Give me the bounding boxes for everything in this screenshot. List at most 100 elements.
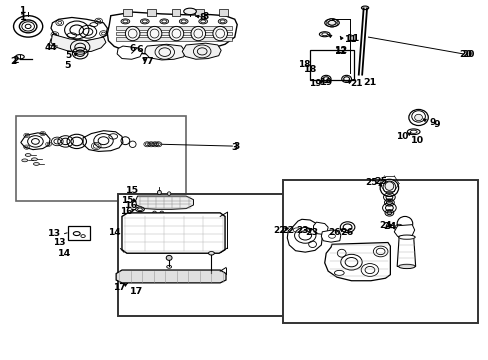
Text: 8: 8 xyxy=(200,13,206,22)
Ellipse shape xyxy=(183,8,196,15)
Polygon shape xyxy=(117,46,142,59)
Text: 6: 6 xyxy=(129,44,136,53)
Polygon shape xyxy=(135,196,193,209)
Bar xyxy=(219,9,227,16)
Ellipse shape xyxy=(398,264,414,269)
Ellipse shape xyxy=(220,20,224,23)
Text: 25: 25 xyxy=(365,178,377,187)
Text: 16: 16 xyxy=(125,201,138,210)
Bar xyxy=(68,226,90,240)
Ellipse shape xyxy=(384,182,393,190)
Text: 25: 25 xyxy=(373,177,386,186)
Bar xyxy=(195,9,203,16)
Ellipse shape xyxy=(167,192,170,195)
Text: 7: 7 xyxy=(142,57,148,66)
Polygon shape xyxy=(321,230,340,242)
Bar xyxy=(171,9,180,16)
Text: 5: 5 xyxy=(65,51,71,60)
Text: 26: 26 xyxy=(328,228,341,237)
Text: 21: 21 xyxy=(349,79,362,88)
Text: 15: 15 xyxy=(121,196,133,205)
Text: 12: 12 xyxy=(334,46,347,55)
Text: 15: 15 xyxy=(126,186,139,195)
Text: 2: 2 xyxy=(13,56,19,65)
Bar xyxy=(147,9,156,16)
Ellipse shape xyxy=(414,114,422,121)
Polygon shape xyxy=(313,222,327,234)
Ellipse shape xyxy=(324,19,339,27)
Ellipse shape xyxy=(121,19,129,24)
Text: 21: 21 xyxy=(363,78,376,87)
Ellipse shape xyxy=(218,19,226,24)
Text: 23: 23 xyxy=(296,226,308,235)
Text: 9: 9 xyxy=(432,120,439,129)
Text: 26: 26 xyxy=(339,228,352,237)
Text: 22: 22 xyxy=(281,226,294,235)
Text: 3: 3 xyxy=(231,143,238,152)
Bar xyxy=(16,116,186,202)
Text: 10: 10 xyxy=(410,136,423,145)
Polygon shape xyxy=(116,26,232,30)
Text: 17: 17 xyxy=(130,287,143,296)
Ellipse shape xyxy=(181,20,186,23)
Polygon shape xyxy=(182,43,221,59)
Ellipse shape xyxy=(212,26,227,41)
Text: 6: 6 xyxy=(136,45,143,54)
Polygon shape xyxy=(21,133,50,150)
Text: 11: 11 xyxy=(346,35,360,44)
Ellipse shape xyxy=(319,32,329,37)
Polygon shape xyxy=(116,37,232,41)
Polygon shape xyxy=(107,12,237,54)
Ellipse shape xyxy=(160,19,168,24)
Text: 18: 18 xyxy=(297,60,309,69)
Ellipse shape xyxy=(199,19,207,24)
Ellipse shape xyxy=(140,19,149,24)
Ellipse shape xyxy=(147,26,162,41)
Polygon shape xyxy=(116,32,232,35)
Polygon shape xyxy=(116,270,225,283)
Bar xyxy=(122,9,131,16)
Text: 9: 9 xyxy=(429,118,435,127)
Text: 5: 5 xyxy=(63,61,70,70)
Bar xyxy=(309,50,353,80)
Ellipse shape xyxy=(408,109,427,126)
Ellipse shape xyxy=(208,273,213,275)
Text: 19: 19 xyxy=(319,78,332,87)
Ellipse shape xyxy=(396,216,412,231)
Polygon shape xyxy=(122,213,224,253)
Polygon shape xyxy=(83,131,122,152)
Ellipse shape xyxy=(152,211,156,215)
Ellipse shape xyxy=(179,19,188,24)
Polygon shape xyxy=(393,225,414,237)
Polygon shape xyxy=(51,34,106,52)
Text: 13: 13 xyxy=(48,229,61,238)
Polygon shape xyxy=(396,237,415,266)
Text: 19: 19 xyxy=(308,79,321,88)
Ellipse shape xyxy=(166,255,172,260)
Text: 18: 18 xyxy=(303,66,316,75)
Ellipse shape xyxy=(157,190,161,195)
Text: 14: 14 xyxy=(108,228,120,237)
Text: 12: 12 xyxy=(334,47,346,56)
Text: 13: 13 xyxy=(53,238,66,247)
Bar xyxy=(283,180,477,323)
Text: 20: 20 xyxy=(461,50,473,59)
Text: 14: 14 xyxy=(58,249,71,258)
Ellipse shape xyxy=(22,159,28,162)
Ellipse shape xyxy=(398,235,414,239)
Polygon shape xyxy=(287,219,322,252)
Text: 8: 8 xyxy=(202,12,208,21)
Text: 20: 20 xyxy=(458,50,471,59)
Ellipse shape xyxy=(169,26,183,41)
Text: 16: 16 xyxy=(120,207,132,216)
Ellipse shape xyxy=(160,211,163,215)
Text: 24: 24 xyxy=(382,222,395,231)
Ellipse shape xyxy=(122,20,127,23)
Text: 10: 10 xyxy=(395,132,407,141)
Text: 2: 2 xyxy=(10,57,17,66)
Ellipse shape xyxy=(201,20,205,23)
Text: 3: 3 xyxy=(233,142,239,151)
Text: 11: 11 xyxy=(344,35,356,44)
Text: 4: 4 xyxy=(44,43,51,52)
Text: 17: 17 xyxy=(113,283,125,292)
